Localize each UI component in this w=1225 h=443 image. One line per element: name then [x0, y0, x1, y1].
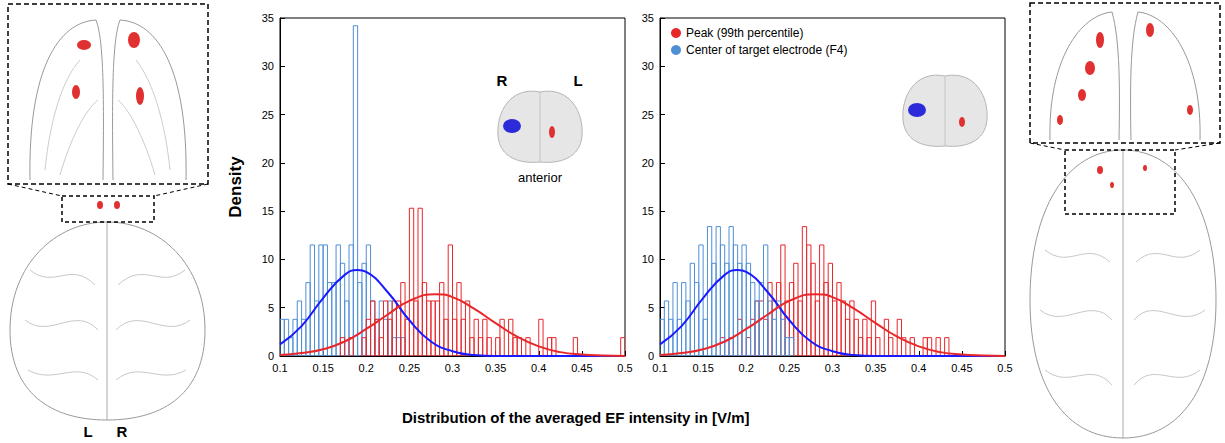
svg-text:20: 20 — [262, 157, 274, 169]
svg-text:0.5: 0.5 — [617, 362, 632, 374]
svg-text:Density: Density — [226, 156, 245, 218]
svg-text:0.35: 0.35 — [865, 362, 886, 374]
svg-text:L: L — [573, 72, 582, 89]
svg-text:Peak (99th percentile): Peak (99th percentile) — [686, 26, 803, 40]
svg-text:anterior: anterior — [518, 170, 563, 185]
svg-text:Distribution of the averaged E: Distribution of the averaged EF intensit… — [402, 409, 750, 426]
svg-text:0.25: 0.25 — [399, 362, 420, 374]
svg-text:0.35: 0.35 — [485, 362, 506, 374]
svg-text:5: 5 — [268, 302, 274, 314]
svg-text:0.25: 0.25 — [779, 362, 800, 374]
svg-text:10: 10 — [642, 253, 654, 265]
svg-text:R: R — [497, 72, 508, 89]
svg-text:0.15: 0.15 — [692, 362, 713, 374]
svg-text:L: L — [83, 423, 92, 440]
svg-text:25: 25 — [642, 109, 654, 121]
svg-text:0.1: 0.1 — [272, 362, 287, 374]
svg-text:20: 20 — [642, 157, 654, 169]
svg-text:Center of target electrode (F4: Center of target electrode (F4) — [686, 43, 847, 57]
svg-text:30: 30 — [642, 60, 654, 72]
svg-text:0.45: 0.45 — [951, 362, 972, 374]
svg-text:0.4: 0.4 — [531, 362, 546, 374]
svg-text:25: 25 — [262, 109, 274, 121]
svg-text:0.5: 0.5 — [997, 362, 1012, 374]
svg-text:15: 15 — [642, 205, 654, 217]
svg-text:0.4: 0.4 — [911, 362, 926, 374]
svg-text:0.15: 0.15 — [312, 362, 333, 374]
svg-text:R: R — [117, 423, 128, 440]
svg-text:35: 35 — [642, 12, 654, 24]
svg-text:0.45: 0.45 — [571, 362, 592, 374]
svg-text:5: 5 — [648, 302, 654, 314]
svg-text:0.3: 0.3 — [825, 362, 840, 374]
svg-text:0.3: 0.3 — [445, 362, 460, 374]
svg-text:10: 10 — [262, 253, 274, 265]
svg-text:0.1: 0.1 — [652, 362, 667, 374]
svg-text:0.2: 0.2 — [359, 362, 374, 374]
svg-text:35: 35 — [262, 12, 274, 24]
svg-text:0: 0 — [648, 350, 654, 362]
svg-text:0.2: 0.2 — [739, 362, 754, 374]
svg-text:0: 0 — [268, 350, 274, 362]
svg-text:30: 30 — [262, 60, 274, 72]
svg-text:15: 15 — [262, 205, 274, 217]
